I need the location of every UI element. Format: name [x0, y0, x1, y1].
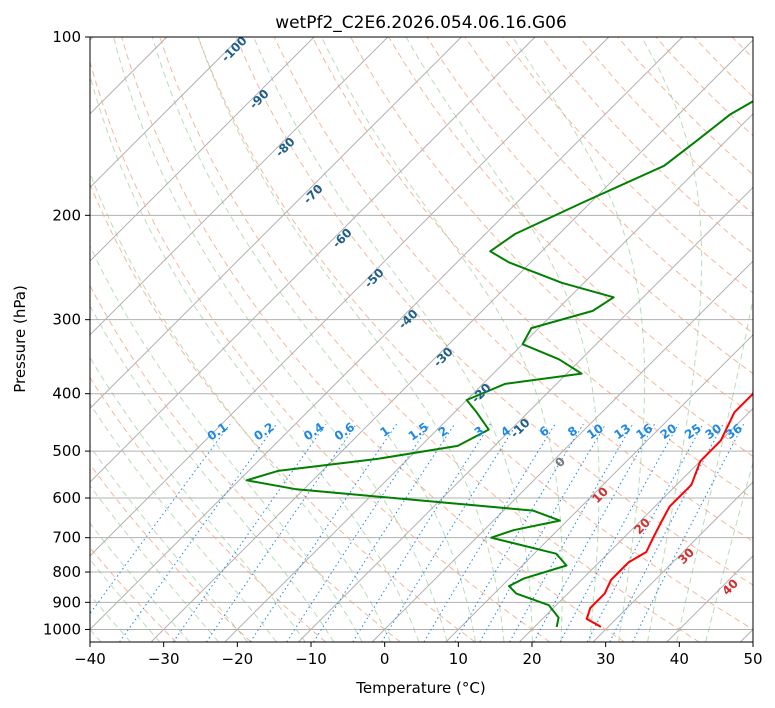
x-axis-title: Temperature (°C): [355, 679, 485, 697]
x-tick-label: −20: [222, 650, 254, 668]
mixing-ratio-line: [533, 423, 656, 642]
moist-adiabat-line: [90, 304, 335, 642]
y-tick-label: 100: [52, 28, 81, 46]
plot-frame: [89, 36, 754, 643]
moist-adiabat-line: [253, 37, 533, 642]
moist-adiabat-line: [151, 37, 476, 642]
line-labels: 0.1 0.2 0.4 0.6 1 1.5 2 3 4 6 8 10 13 16 20 253036-100-…: [205, 34, 745, 598]
moist-adiabat-line: [90, 356, 306, 642]
x-axis: −40 −30 −20 −10 0 10 20 30 40 50: [74, 642, 763, 668]
x-tick-label: 40: [670, 650, 689, 668]
y-axis: 100 200 300 400 500 600 700 800 900 1000: [43, 28, 90, 638]
y-tick-label: 400: [52, 385, 81, 403]
moist-adiabat-line: [113, 37, 448, 642]
y-tick-label: 500: [52, 442, 81, 460]
dewpoint-profile-line: [245, 100, 753, 628]
x-tick-label: 10: [449, 650, 468, 668]
dry-adiabat-line: [197, 37, 753, 630]
moist-adiabat-line: [90, 74, 420, 642]
moist-adiabat-line: [90, 402, 277, 642]
y-tick-label: 600: [52, 489, 81, 507]
mixing-ratio-line: [423, 423, 556, 642]
isotherm-line: [224, 113, 753, 642]
moist-adiabat-line: [90, 484, 219, 642]
mixing-ratio-line: [172, 423, 327, 642]
moist-adiabat-line: [705, 461, 753, 642]
mixing-ratio-line: [454, 423, 584, 642]
isotherm-line: [90, 37, 462, 410]
profile-lines: [245, 100, 753, 628]
temperature-profile-line: [585, 389, 753, 628]
moist-adiabat-line: [90, 244, 363, 642]
y-tick-label: 200: [52, 206, 81, 224]
dry-adiabat-line: [311, 37, 753, 500]
y-tick-label: 800: [52, 563, 81, 581]
dry-adiabat-line: [90, 60, 551, 642]
isotherm-line: [90, 37, 610, 557]
isotherm-line: [371, 260, 753, 642]
isotherm-line: [150, 39, 753, 642]
isotherm-line: [519, 407, 753, 642]
x-tick-label: 30: [596, 650, 615, 668]
mixing-ratio-line: [119, 423, 277, 642]
moist-adiabat-line: [90, 445, 248, 642]
moist-adiabat-line: [90, 522, 190, 642]
background-lines: [90, 37, 753, 642]
moist-adiabat-line: [197, 37, 505, 642]
y-tick-label: 1000: [43, 620, 81, 638]
moist-adiabat-line: [90, 558, 161, 642]
x-tick-label: 20: [522, 650, 541, 668]
moist-adiabat-line: [405, 37, 600, 642]
mixing-ratio-line: [286, 423, 431, 642]
moist-adiabat-line: [321, 37, 563, 642]
y-tick-label: 700: [52, 529, 81, 547]
dry-adiabat-line: [235, 37, 753, 586]
x-tick-label: −40: [74, 650, 106, 668]
isotherm-line: [90, 37, 389, 336]
chart-title: wetPf2_C2E6.2026.054.06.16.G06: [275, 13, 567, 33]
isotherm-line: [90, 37, 241, 189]
mixing-ratio-line: [205, 423, 357, 642]
mixing-ratio-line: [249, 423, 398, 642]
moist-adiabat-line: [90, 594, 131, 642]
isotherm-line: [90, 37, 315, 262]
dry-adiabat-line: [273, 37, 753, 543]
isotherm-line: [90, 37, 683, 631]
y-tick-label: 300: [52, 311, 81, 329]
mixing-ratio-line: [479, 423, 607, 642]
y-tick-label: 900: [52, 593, 81, 611]
isotherm-line: [445, 334, 753, 642]
x-tick-label: 0: [380, 650, 390, 668]
isotherm-line: [592, 481, 753, 642]
dry-adiabat-line: [502, 37, 753, 294]
x-tick-label: 50: [743, 650, 762, 668]
y-axis-title: Pressure (hPa): [11, 285, 29, 393]
dry-adiabat-line: [159, 37, 700, 642]
moist-adiabat-line: [676, 296, 753, 642]
isotherm-line: [90, 37, 536, 483]
x-tick-label: −10: [295, 650, 327, 668]
moist-adiabat-line: [641, 37, 703, 642]
x-tick-label: −30: [148, 650, 180, 668]
moist-adiabat-line: [512, 37, 646, 642]
dry-adiabat-line: [90, 463, 252, 642]
